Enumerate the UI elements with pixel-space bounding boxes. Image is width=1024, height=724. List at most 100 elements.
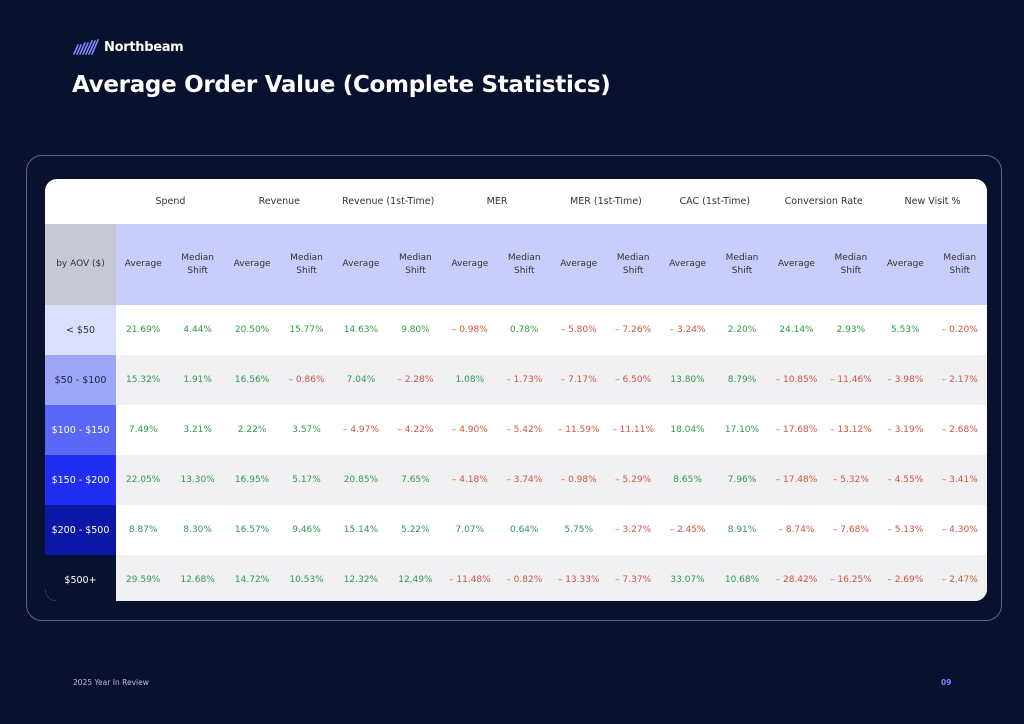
stats-table: Spend Revenue Revenue (1st-Time) MER MER (1s… [45, 179, 987, 601]
value-cell: 20.85% [343, 475, 379, 485]
row-header: by AOV ($) [45, 224, 116, 305]
value-cell: – 0.98% [451, 325, 488, 335]
value-cell: 5.75% [564, 525, 594, 535]
value-cell: 15.77% [289, 325, 324, 335]
data-row: $200 - $500 8.87% 8.30% 16.57% 9.46% 15.14% 5.… [45, 505, 987, 555]
value-cell: – 13.33% [557, 575, 600, 585]
value-cell: – 3.19% [887, 425, 924, 435]
value-cell: 7.96% [727, 475, 757, 485]
value-cell: – 11.46% [830, 375, 872, 385]
value-cell: – 17.48% [775, 475, 818, 485]
value-cell: – 2.47% [941, 575, 978, 585]
value-cell: – 8.74% [778, 525, 815, 535]
row-label: $100 - $150 [45, 405, 116, 455]
data-row: $100 - $150 7.49% 3.21% 2.22% 3.57% – 4.97% – … [45, 405, 987, 455]
group-header: MER (1st-Time) [570, 196, 642, 207]
data-row: $150 - $200 22.05% 13.30% 16.95% 5.17% 20.85%… [45, 455, 987, 505]
value-cell: 13.80% [670, 375, 705, 385]
value-cell: – 2.69% [887, 575, 924, 585]
sub-header: Average [777, 259, 815, 269]
value-cell: – 2.68% [941, 425, 978, 435]
group-header: Conversion Rate [784, 196, 863, 207]
group-header: Revenue [258, 196, 300, 207]
value-cell: – 7.26% [615, 325, 652, 335]
value-cell: – 17.68% [775, 425, 818, 435]
table-container: Spend Revenue Revenue (1st-Time) MER MER (1s… [45, 179, 987, 601]
value-cell: 0.78% [509, 325, 539, 335]
brand-logo [73, 39, 99, 55]
value-cell: 12.68% [180, 575, 215, 585]
value-cell: 29.59% [126, 575, 161, 585]
sub-header: Median Shift [943, 252, 977, 276]
sub-header: Average [342, 259, 380, 269]
value-cell: 12.32% [343, 575, 379, 585]
value-cell: 18.04% [670, 425, 705, 435]
value-cell: – 13.12% [830, 425, 872, 435]
group-header: MER [486, 196, 508, 207]
value-cell: 17.10% [724, 425, 760, 435]
group-header: New Visit % [904, 196, 961, 207]
data-row: $50 - $100 15.32% 1.91% 16.56% – 0.86% 7.04% –… [45, 355, 987, 405]
value-cell: 22.05% [126, 475, 161, 485]
value-cell: – 3.98% [887, 375, 924, 385]
value-cell: – 4.30% [941, 525, 978, 535]
value-cell: 7.04% [346, 375, 376, 385]
value-cell: – 0.98% [560, 475, 597, 485]
value-cell: – 7.37% [615, 575, 652, 585]
value-cell: 16.56% [234, 375, 270, 385]
sub-header: Median Shift [834, 252, 868, 276]
value-cell: – 11.48% [449, 575, 491, 585]
value-cell: 21.69% [126, 325, 161, 335]
value-cell: – 4.55% [887, 475, 924, 485]
group-header: CAC (1st-Time) [679, 196, 751, 207]
group-header: Spend [155, 196, 186, 207]
value-cell: – 2.17% [941, 375, 978, 385]
value-cell: – 2.45% [669, 525, 706, 535]
value-cell: 13.30% [180, 475, 215, 485]
value-cell: 8.79% [727, 375, 757, 385]
value-cell: – 6.50% [615, 375, 652, 385]
value-cell: – 2.28% [397, 375, 434, 385]
value-cell: – 16.25% [830, 575, 872, 585]
value-cell: 7.65% [401, 475, 430, 485]
value-cell: 8.65% [673, 475, 702, 485]
value-cell: – 4.90% [451, 425, 488, 435]
value-cell: 15.14% [343, 525, 379, 535]
value-cell: – 0.82% [506, 575, 543, 585]
value-cell: 20.50% [234, 325, 270, 335]
page-title: Average Order Value (Complete Statistics… [72, 72, 611, 98]
value-cell: – 3.41% [941, 475, 978, 485]
value-cell: 5.17% [292, 475, 321, 485]
value-cell: 8.30% [183, 525, 212, 535]
value-cell: – 4.97% [342, 425, 379, 435]
value-cell: 9.80% [401, 325, 430, 335]
value-cell: – 3.74% [506, 475, 543, 485]
row-label: $150 - $200 [45, 455, 116, 505]
sub-header: Average [669, 259, 707, 269]
group-header-row: Spend Revenue Revenue (1st-Time) MER MER (1s… [45, 179, 987, 224]
value-cell: 8.91% [727, 525, 757, 535]
sub-header: Median Shift [181, 252, 215, 276]
value-cell: 15.32% [126, 375, 161, 385]
sub-header: Average [124, 259, 162, 269]
value-cell: 14.63% [343, 325, 379, 335]
value-cell: – 0.20% [941, 325, 978, 335]
value-cell: 10.53% [289, 575, 324, 585]
value-cell: 4.44% [183, 325, 212, 335]
value-cell: 12.49% [398, 575, 433, 585]
value-cell: 3.57% [292, 425, 321, 435]
row-label: $50 - $100 [45, 355, 116, 405]
value-cell: 0.64% [509, 525, 539, 535]
sub-header: Average [560, 259, 598, 269]
row-label: $500+ [45, 555, 116, 601]
value-cell: 2.22% [237, 425, 267, 435]
sub-header: Median Shift [399, 252, 432, 276]
value-cell: 1.08% [455, 375, 485, 385]
page-number: 09 [941, 678, 952, 687]
corner [45, 179, 116, 224]
value-cell: 7.07% [455, 525, 485, 535]
sub-header: Average [451, 259, 489, 269]
value-cell: – 5.32% [832, 475, 869, 485]
value-cell: – 4.18% [451, 475, 488, 485]
